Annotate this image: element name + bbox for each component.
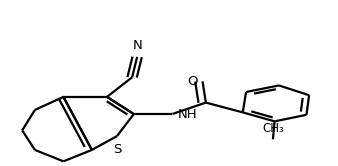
Text: CH₃: CH₃ xyxy=(262,122,284,135)
Text: NH: NH xyxy=(177,108,197,121)
Text: S: S xyxy=(113,143,121,156)
Text: N: N xyxy=(132,39,142,52)
Text: O: O xyxy=(187,75,197,88)
